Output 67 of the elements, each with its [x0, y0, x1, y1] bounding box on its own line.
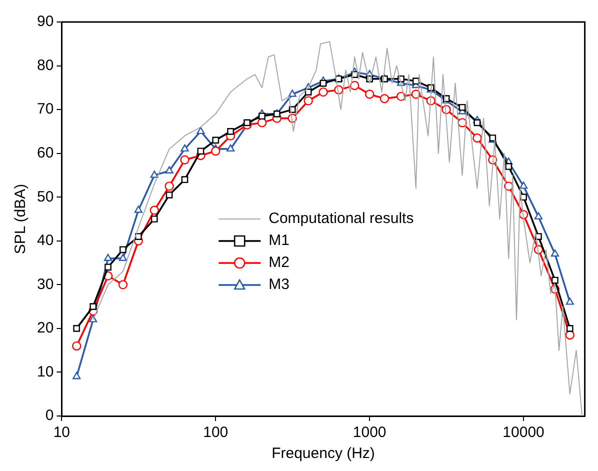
y-tick-label: 10	[36, 363, 54, 380]
y-axis-title: SPL (dBA)	[12, 184, 30, 254]
point	[534, 212, 543, 220]
point	[552, 276, 558, 284]
point	[180, 144, 189, 152]
y-tick-label: 90	[36, 13, 54, 30]
y-tick-label: 80	[36, 56, 54, 74]
point	[164, 182, 174, 191]
point	[320, 80, 327, 87]
point	[304, 88, 312, 96]
point	[519, 182, 528, 189]
point	[505, 163, 512, 170]
point	[180, 155, 190, 164]
point	[104, 264, 112, 271]
y-tick-label: 20	[36, 320, 54, 337]
point	[364, 90, 374, 99]
point	[118, 280, 128, 290]
point	[72, 341, 82, 351]
point	[318, 87, 328, 97]
point	[150, 170, 158, 178]
point	[196, 126, 205, 134]
point	[150, 206, 159, 215]
x-tick-label: 100	[203, 424, 228, 442]
point	[150, 216, 158, 222]
point	[197, 148, 204, 155]
point	[380, 94, 390, 104]
point	[165, 166, 174, 174]
point	[72, 372, 81, 380]
point	[474, 119, 481, 126]
x-tick-label: 1000	[352, 424, 386, 442]
point	[104, 254, 112, 261]
point	[134, 206, 142, 213]
point	[258, 112, 266, 120]
point	[257, 118, 267, 128]
point	[181, 176, 188, 184]
point	[120, 246, 126, 254]
y-tick-label: 40	[36, 232, 54, 250]
y-tick-label: 30	[36, 276, 54, 293]
point	[566, 298, 574, 305]
point	[227, 128, 234, 135]
x-axis-title: Frequency (Hz)	[272, 445, 375, 462]
point	[412, 78, 420, 85]
point	[472, 133, 482, 143]
y-tick-label: 70	[36, 100, 54, 118]
legend-label: M3	[268, 276, 290, 294]
y-tick-label: 50	[36, 188, 54, 206]
point	[350, 80, 360, 90]
legend-label: M1	[268, 232, 290, 250]
legend-label: M2	[268, 254, 290, 272]
point	[134, 233, 142, 240]
point	[288, 90, 296, 97]
point	[212, 136, 220, 144]
point	[304, 96, 313, 106]
point	[166, 191, 173, 198]
legend-label: Computational results	[268, 210, 414, 228]
point	[73, 325, 80, 332]
x-tick-label: 10000	[502, 424, 544, 442]
point	[118, 254, 128, 261]
point	[211, 146, 220, 156]
y-tick-label: 60	[36, 144, 54, 162]
point	[226, 144, 235, 152]
point	[458, 104, 466, 111]
point	[550, 249, 560, 257]
point	[90, 303, 97, 310]
x-tick-label: 10	[53, 424, 70, 442]
point	[566, 325, 574, 332]
y-tick-label: 0	[45, 407, 54, 424]
